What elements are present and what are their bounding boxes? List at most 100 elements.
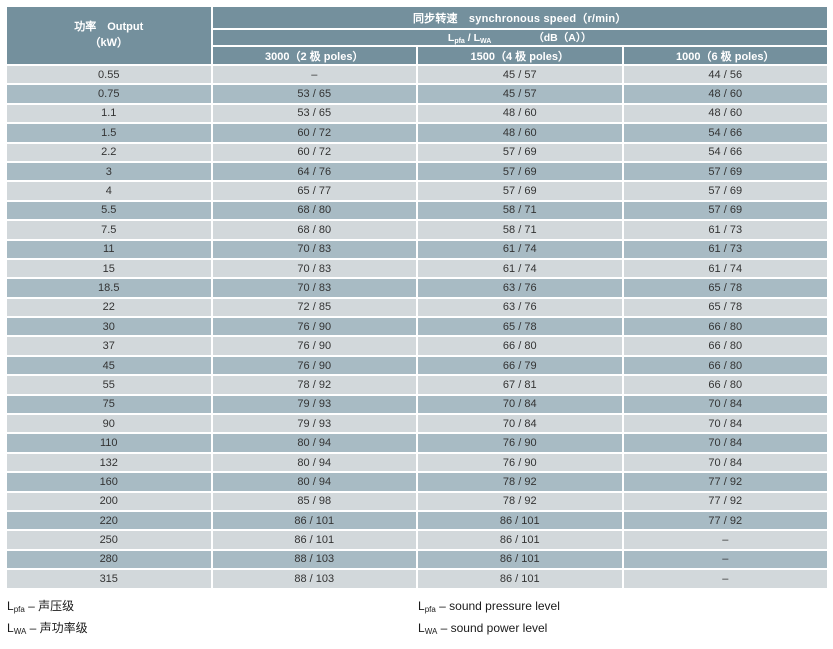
cell-4pole-level: 48 / 60 <box>418 104 622 123</box>
cell-4pole-level: 86 / 101 <box>418 531 622 549</box>
level-symbol-mid: / L <box>464 32 480 44</box>
cell-output-kw: 200 <box>7 492 211 510</box>
cell-6pole-level: 48 / 60 <box>623 85 827 103</box>
cell-output-kw: 90 <box>7 415 211 433</box>
table-row: 0.75 53 / 65 45 / 57 48 / 60 <box>7 85 827 103</box>
table-row: 1.5 60 / 72 48 / 60 54 / 66 <box>7 124 827 142</box>
cell-output-kw: 1.5 <box>7 124 211 142</box>
table-row: 5.5 68 / 80 58 / 71 57 / 69 <box>7 201 827 220</box>
cell-2pole-level: 76 / 90 <box>212 318 416 336</box>
cell-6pole-level: 70 / 84 <box>623 415 827 433</box>
footnote-symbol: L <box>7 598 14 613</box>
cell-2pole-level: 76 / 90 <box>212 356 416 375</box>
cell-2pole-level: 85 / 98 <box>212 492 416 510</box>
cell-4pole-level: 61 / 74 <box>418 259 622 278</box>
output-kw-header: 功率 Output （kW） <box>7 7 211 64</box>
table-row: 11 70 / 83 61 / 74 61 / 73 <box>7 240 827 258</box>
cell-output-kw: 45 <box>7 356 211 375</box>
cell-6pole-level: 66 / 80 <box>623 318 827 336</box>
sound-level-header: Lpfa / LWA （dB（A）） <box>212 30 827 45</box>
table-row: 132 80 / 94 76 / 90 70 / 84 <box>7 453 827 472</box>
cell-4pole-level: 57 / 69 <box>418 182 622 200</box>
cell-2pole-level: 79 / 93 <box>212 415 416 433</box>
cell-4pole-level: 67 / 81 <box>418 376 622 394</box>
table-row: 0.55–45 / 57 44 / 56 <box>7 66 827 84</box>
cell-2pole-level: 53 / 65 <box>212 104 416 123</box>
cell-2pole-level: 78 / 92 <box>212 376 416 394</box>
table-row: 7.5 68 / 80 58 / 71 61 / 73 <box>7 221 827 239</box>
table-row: 55 78 / 92 67 / 81 66 / 80 <box>7 376 827 394</box>
output-kw-header-line1: 功率 Output <box>74 20 144 33</box>
cell-output-kw: 315 <box>7 570 211 588</box>
cell-2pole-level: 64 / 76 <box>212 162 416 181</box>
cell-6pole-level: 61 / 74 <box>623 259 827 278</box>
cell-2pole-level: 53 / 65 <box>212 85 416 103</box>
cell-output-kw: 250 <box>7 531 211 549</box>
cell-4pole-level: 65 / 78 <box>418 318 622 336</box>
table-body: 0.55–45 / 57 44 / 56 0.75 53 / 65 45 / 57 48 … <box>7 66 827 588</box>
cell-output-kw: 1.1 <box>7 104 211 123</box>
table-row: 75 79 / 93 70 / 84 70 / 84 <box>7 395 827 414</box>
cell-6pole-level: 54 / 66 <box>623 124 827 142</box>
cell-2pole-level: 70 / 83 <box>212 259 416 278</box>
footnote-text: – 声功率级 <box>26 620 88 635</box>
cell-2pole-level: 88 / 103 <box>212 550 416 569</box>
cell-4pole-level: 45 / 57 <box>418 66 622 84</box>
footnote-en-sound-pressure: Lpfa – sound pressure level <box>418 598 829 614</box>
cell-6pole-level: 57 / 69 <box>623 182 827 200</box>
output-kw-header-line2: （kW） <box>89 36 129 49</box>
cell-4pole-level: 78 / 92 <box>418 473 622 491</box>
cell-6pole-level: 66 / 80 <box>623 356 827 375</box>
cell-2pole-level: 86 / 101 <box>212 511 416 530</box>
cell-output-kw: 160 <box>7 473 211 491</box>
level-symbol-sub1: pfa <box>454 38 465 45</box>
cell-output-kw: 15 <box>7 259 211 278</box>
pole-header-2pole: 3000（2 极 poles） <box>212 47 416 64</box>
cell-6pole-level: 66 / 80 <box>623 376 827 394</box>
cell-4pole-level: 63 / 76 <box>418 298 622 317</box>
level-symbol-sub2: WA <box>479 38 492 45</box>
cell-6pole-level: – <box>623 570 827 588</box>
table-row: 30 76 / 90 65 / 78 66 / 80 <box>7 318 827 336</box>
table-row: 18.5 70 / 83 63 / 76 65 / 78 <box>7 279 827 297</box>
cell-4pole-level: 48 / 60 <box>418 124 622 142</box>
cell-output-kw: 4 <box>7 182 211 200</box>
cell-2pole-level: 60 / 72 <box>212 143 416 161</box>
cell-2pole-level: 68 / 80 <box>212 201 416 220</box>
footnote-symbol: L <box>418 598 425 613</box>
cell-output-kw: 0.55 <box>7 66 211 84</box>
cell-output-kw: 2.2 <box>7 143 211 161</box>
pole-header-6pole: 1000（6 极 poles） <box>623 47 827 64</box>
cell-6pole-level: 66 / 80 <box>623 337 827 355</box>
cell-6pole-level: 57 / 69 <box>623 201 827 220</box>
cell-6pole-level: 61 / 73 <box>623 240 827 258</box>
footnote-cn-sound-pressure: Lpfa – 声压级 <box>7 598 418 614</box>
cell-4pole-level: 70 / 84 <box>418 395 622 414</box>
cell-6pole-level: 70 / 84 <box>623 453 827 472</box>
cell-4pole-level: 61 / 74 <box>418 240 622 258</box>
cell-6pole-level: 54 / 66 <box>623 143 827 161</box>
table-row: 220 86 / 101 86 / 101 77 / 92 <box>7 511 827 530</box>
cell-2pole-level: 80 / 94 <box>212 473 416 491</box>
footnote-text: – sound pressure level <box>435 598 560 613</box>
pole-header-4pole: 1500（4 极 poles） <box>418 47 622 64</box>
table-row: 1.1 53 / 65 48 / 60 48 / 60 <box>7 104 827 123</box>
cell-2pole-level: 88 / 103 <box>212 570 416 588</box>
table-row: 15 70 / 83 61 / 74 61 / 74 <box>7 259 827 278</box>
cell-output-kw: 3 <box>7 162 211 181</box>
cell-6pole-level: 44 / 56 <box>623 66 827 84</box>
table-row: 45 76 / 90 66 / 79 66 / 80 <box>7 356 827 375</box>
cell-4pole-level: 58 / 71 <box>418 221 622 239</box>
footnote-symbol-sub: WA <box>13 626 27 636</box>
cell-output-kw: 0.75 <box>7 85 211 103</box>
footnote-text: – sound power level <box>437 620 548 635</box>
cell-6pole-level: 77 / 92 <box>623 473 827 491</box>
cell-6pole-level: 70 / 84 <box>623 434 827 452</box>
footnote-text: – 声压级 <box>24 598 75 613</box>
footnote-symbol: L <box>418 620 425 635</box>
cell-6pole-level: 65 / 78 <box>623 279 827 297</box>
footnote-symbol-sub: WA <box>424 626 438 636</box>
cell-4pole-level: 78 / 92 <box>418 492 622 510</box>
cell-4pole-level: 58 / 71 <box>418 201 622 220</box>
